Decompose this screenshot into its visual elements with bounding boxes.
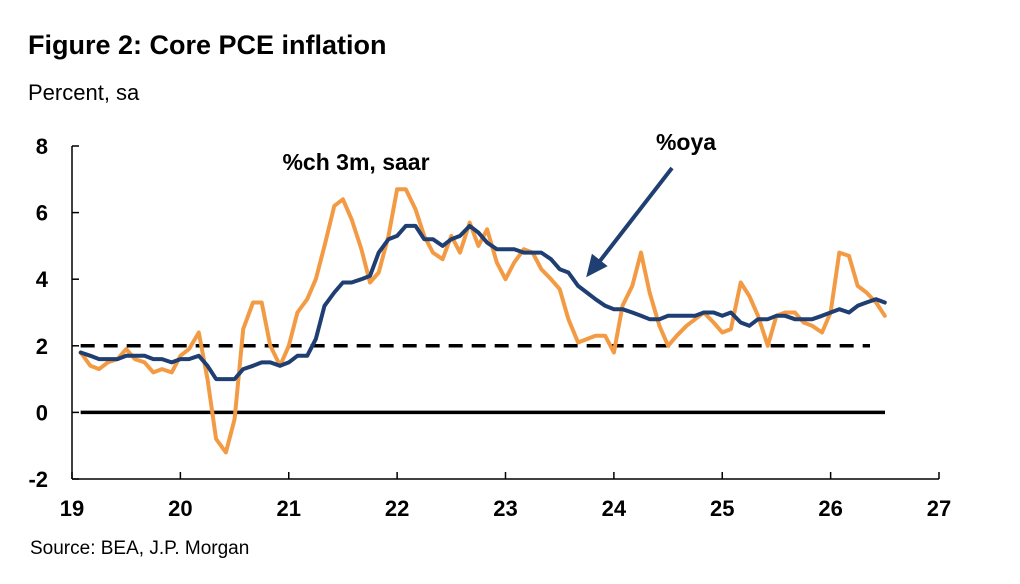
- annotation-arrow-head: [586, 253, 608, 278]
- x-tick-label: 20: [168, 496, 192, 521]
- x-tick-label: 21: [277, 496, 301, 521]
- axes: [71, 145, 940, 480]
- annotation-oya: %oya: [656, 129, 716, 155]
- x-tick-label: 19: [60, 496, 84, 521]
- x-tick-label: 25: [710, 496, 734, 521]
- y-tick-label: 0: [36, 400, 48, 425]
- annotations: %ch 3m, saar %oya: [282, 129, 716, 278]
- y-tick-label: 2: [36, 334, 48, 359]
- chart-title: Figure 2: Core PCE inflation: [28, 30, 387, 60]
- y-tick-label: 6: [36, 201, 48, 226]
- y-tick-label: 8: [36, 134, 48, 159]
- x-tick-label: 26: [818, 496, 842, 521]
- chart-subtitle: Percent, sa: [28, 80, 140, 105]
- x-tick-label: 23: [493, 496, 517, 521]
- y-tick-label: 4: [36, 267, 49, 292]
- x-tick-label: 22: [385, 496, 409, 521]
- annotation-arrow-shaft: [596, 166, 674, 265]
- series-line-oya: [78, 223, 887, 382]
- x-tick-label: 27: [927, 496, 951, 521]
- x-tick-label: 24: [602, 496, 627, 521]
- annotation-ch-3m-saar: %ch 3m, saar: [282, 149, 429, 175]
- reference-lines: [80, 344, 885, 415]
- chart-source: Source: BEA, J.P. Morgan: [30, 538, 250, 559]
- series-lines: [78, 187, 887, 455]
- y-tick-label: -2: [28, 467, 48, 492]
